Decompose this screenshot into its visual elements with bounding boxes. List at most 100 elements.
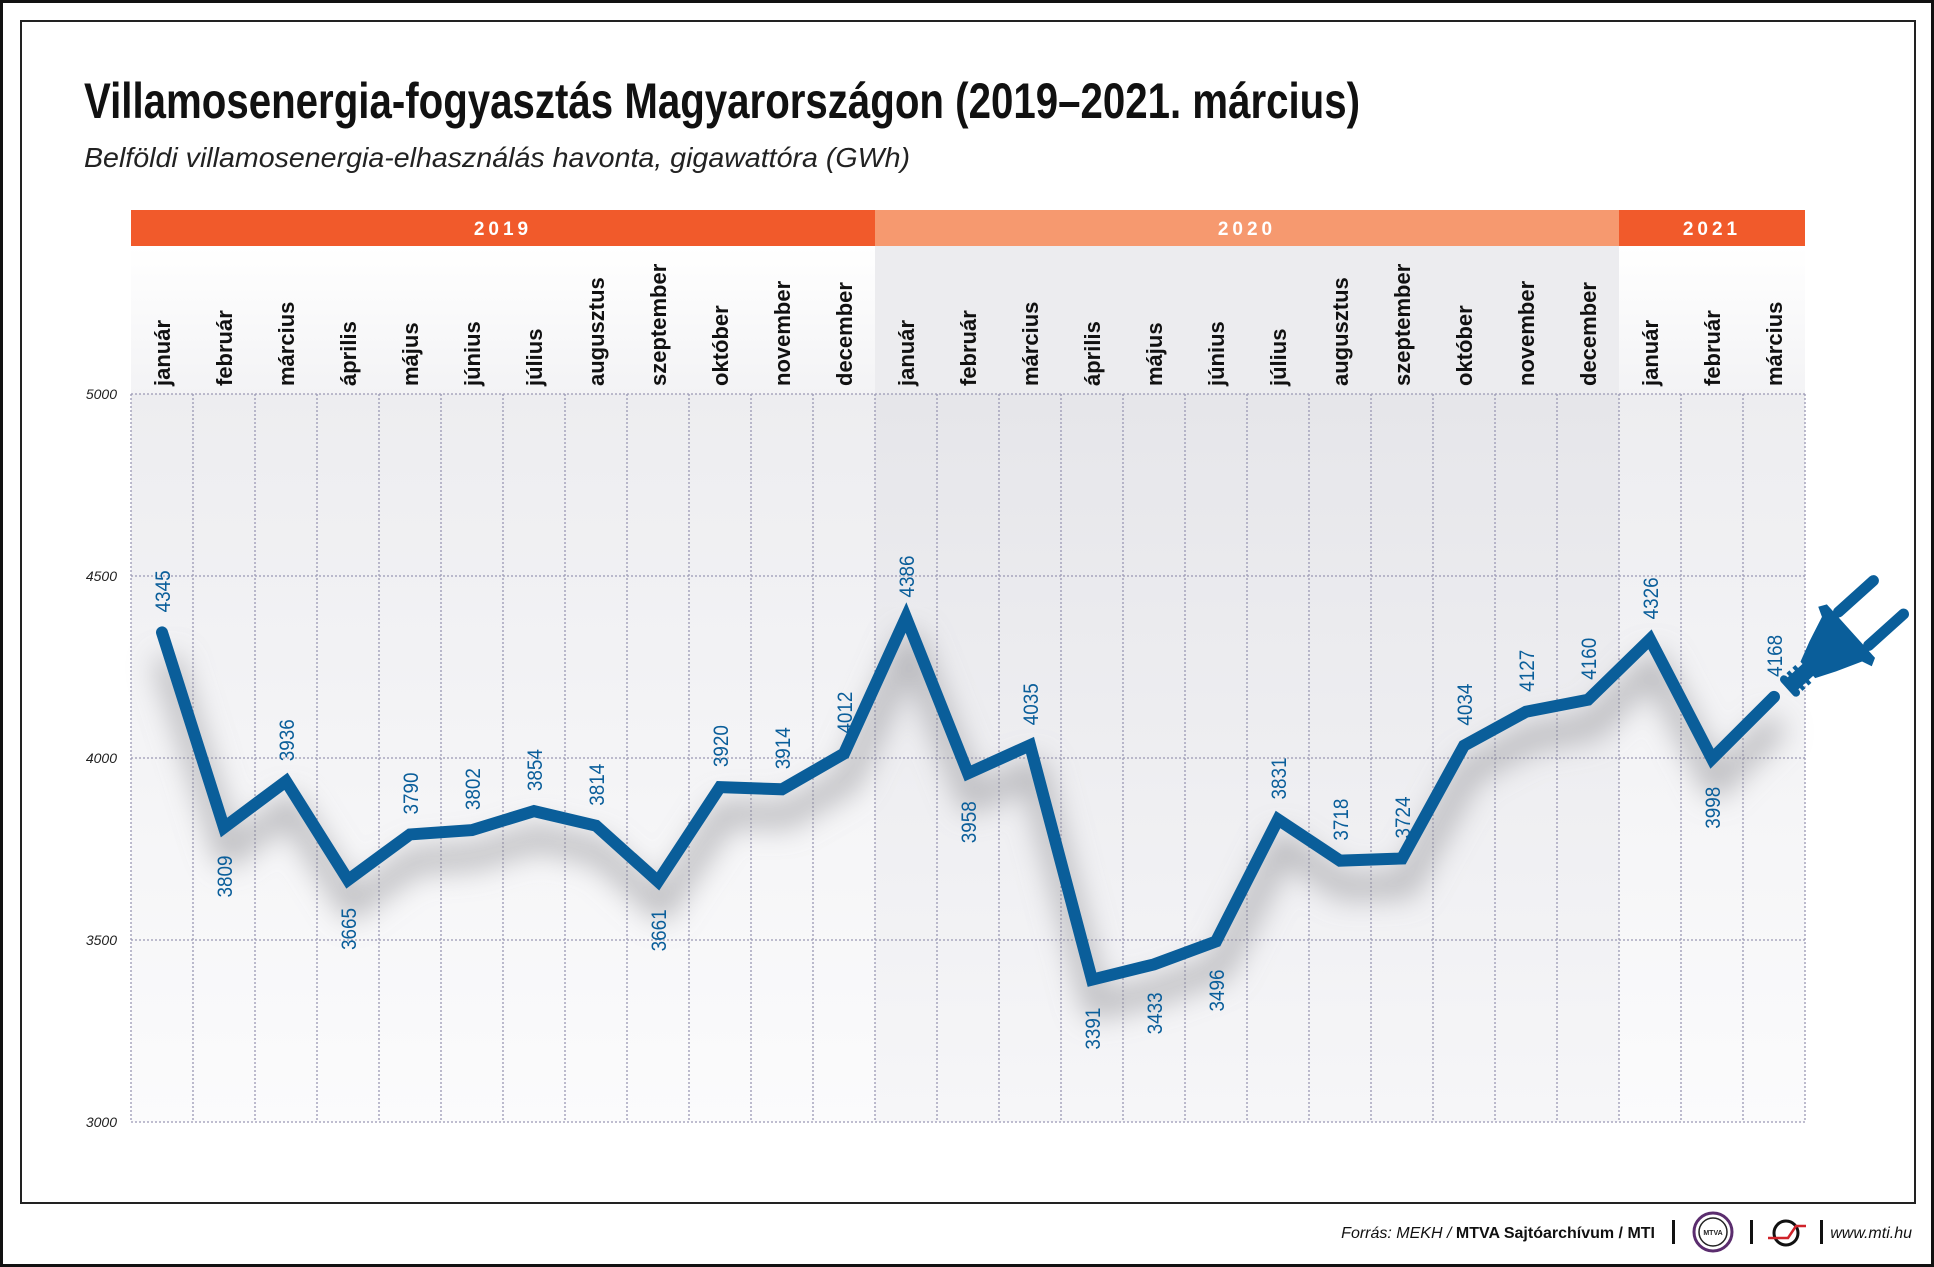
- value-labels: 4345 3809 3936 3665 3790 3802 3854 3814 3661 3920…: [152, 555, 1787, 1049]
- month-label: december: [832, 282, 857, 386]
- data-point: [285, 780, 287, 783]
- value-label: 4326: [1640, 577, 1663, 619]
- value-label: 3790: [400, 772, 423, 814]
- month-label: február: [212, 310, 237, 386]
- value-label: 3433: [1144, 992, 1167, 1034]
- value-label: 3958: [958, 801, 981, 843]
- grid: [130, 393, 1806, 1123]
- year-band-2020: [875, 210, 1619, 246]
- month-header-bg: [131, 246, 875, 394]
- data-point: [1029, 744, 1031, 747]
- month-label: január: [1638, 320, 1663, 387]
- data-point: [595, 824, 597, 827]
- separator: [1820, 1220, 1823, 1244]
- month-label: február: [1700, 310, 1725, 386]
- data-point: [347, 878, 349, 881]
- plug-icon: [1779, 575, 1910, 697]
- y-axis-ticks: 5000 4500 4000 3500 3000: [86, 386, 117, 1130]
- separator: [1750, 1220, 1753, 1244]
- data-point: [1339, 859, 1341, 862]
- svg-text:MTVA: MTVA: [1703, 1230, 1722, 1237]
- value-label: 4035: [1020, 683, 1043, 725]
- y-tick-label: 4000: [86, 750, 117, 766]
- month-label: október: [1452, 305, 1477, 386]
- value-label: 4012: [834, 692, 857, 734]
- value-label: 4345: [152, 570, 175, 612]
- value-label: 3391: [1082, 1008, 1105, 1050]
- value-label: 3814: [586, 763, 609, 805]
- data-point: [1649, 638, 1651, 641]
- month-label: július: [522, 329, 547, 387]
- year-band-2021: [1619, 210, 1805, 246]
- y-tick-label: 3500: [86, 932, 117, 948]
- data-point: [1153, 963, 1155, 966]
- data-point: [719, 786, 721, 789]
- value-label: 3854: [524, 749, 547, 791]
- month-label: május: [398, 322, 423, 386]
- year-label: 2021: [1683, 219, 1741, 240]
- mti-logo: [1768, 1219, 1806, 1247]
- month-label: március: [1018, 302, 1043, 386]
- data-point: [223, 826, 225, 829]
- data-point: [409, 833, 411, 836]
- data-point: [1773, 695, 1775, 698]
- year-label: 2019: [474, 219, 532, 240]
- month-label: március: [1762, 302, 1787, 386]
- data-point: [1463, 744, 1465, 747]
- data-point: [1215, 940, 1217, 943]
- year-band-2019: [131, 210, 875, 246]
- year-bands: 2019 2020 2021: [131, 210, 1805, 246]
- month-label: december: [1576, 282, 1601, 386]
- month-label: szeptember: [1390, 263, 1415, 386]
- data-point: [1587, 698, 1589, 701]
- value-label: 3661: [648, 909, 671, 951]
- mtva-logo: MTVA: [1692, 1211, 1734, 1253]
- value-label: 4127: [1516, 650, 1539, 692]
- month-label: február: [956, 310, 981, 386]
- data-point: [161, 631, 163, 634]
- source-text: Forrás: MEKH / MTVA Sajtóarchívum / MTI: [1341, 1225, 1655, 1242]
- month-label: március: [274, 302, 299, 386]
- y-tick-label: 3000: [86, 1114, 117, 1130]
- data-point: [843, 752, 845, 755]
- value-label: 3496: [1206, 969, 1229, 1011]
- value-label: 3936: [276, 719, 299, 761]
- month-labels: január február március április május június jú…: [150, 263, 1787, 387]
- value-label: 4034: [1454, 683, 1477, 725]
- website-link[interactable]: www.mti.hu: [1830, 1225, 1912, 1242]
- value-label: 3809: [214, 856, 237, 898]
- y-tick-label: 4500: [86, 568, 117, 584]
- chart-title: Villamosenergia-fogyasztás Magyarországo…: [84, 73, 1360, 129]
- data-point: [1401, 857, 1403, 860]
- chart-subtitle: Belföldi villamosenergia-elhasználás hav…: [84, 142, 910, 173]
- month-label: szeptember: [646, 263, 671, 386]
- data-point: [1525, 710, 1527, 713]
- data-point: [471, 829, 473, 832]
- month-label: november: [1514, 280, 1539, 386]
- value-label: 3718: [1330, 799, 1353, 841]
- line-shadow: [153, 630, 1788, 1019]
- data-point: [1091, 978, 1093, 981]
- month-label: január: [150, 320, 175, 387]
- month-label: április: [1080, 321, 1105, 386]
- month-label: július: [1266, 329, 1291, 387]
- data-point: [905, 616, 907, 619]
- separator: [1672, 1220, 1675, 1244]
- month-label: január: [894, 320, 919, 387]
- value-label: 3831: [1268, 758, 1291, 800]
- month-label: június: [1204, 321, 1229, 387]
- month-label: augusztus: [584, 277, 609, 386]
- year-label: 2020: [1218, 219, 1276, 240]
- data-point: [781, 788, 783, 791]
- data-point: [657, 880, 659, 883]
- footer: Forrás: MEKH / MTVA Sajtóarchívum / MTI …: [1341, 1211, 1912, 1253]
- month-label: augusztus: [1328, 277, 1353, 386]
- value-label: 3665: [338, 908, 361, 950]
- data-point: [1711, 757, 1713, 760]
- month-label: október: [708, 305, 733, 386]
- value-label: 3724: [1392, 796, 1415, 838]
- value-label: 3802: [462, 768, 485, 810]
- month-label: június: [460, 321, 485, 387]
- month-header-bg: [875, 246, 1619, 394]
